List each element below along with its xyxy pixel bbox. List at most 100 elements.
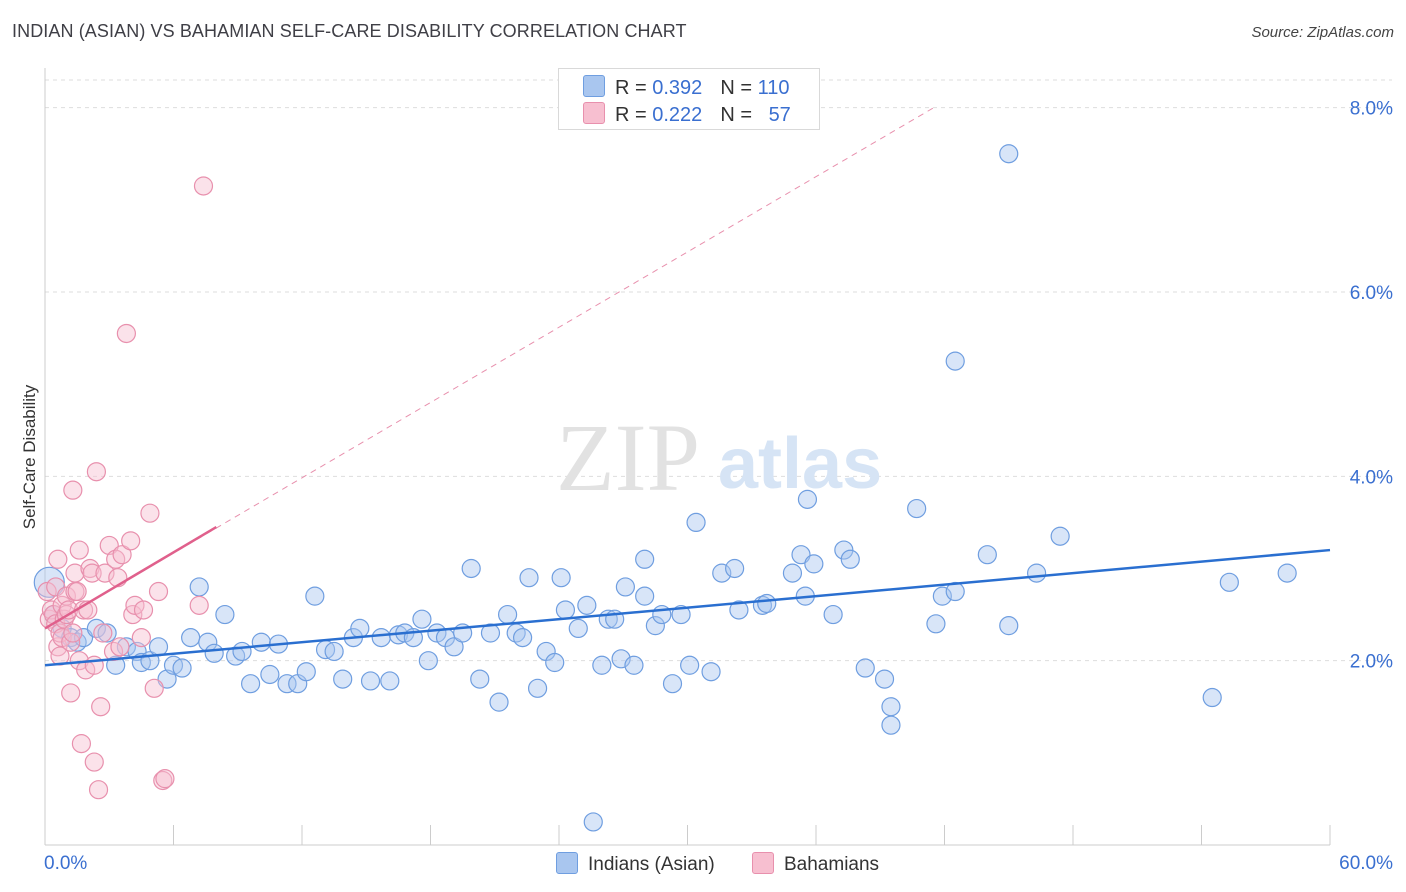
- indians-asian-point: [296, 662, 316, 682]
- indians-asian-point: [729, 600, 749, 620]
- bahamians-point: [144, 678, 164, 698]
- indians-asian-point: [1050, 526, 1070, 546]
- bottom-legend-label: Indians (Asian): [588, 854, 715, 875]
- legend-r-label: R =: [615, 104, 653, 126]
- indians-asian-point: [926, 614, 946, 634]
- indians-asian-point: [1026, 563, 1047, 583]
- indians-asian-point: [360, 671, 381, 691]
- indians-asian-point: [592, 655, 612, 675]
- bahamians-point: [193, 176, 214, 196]
- indians-asian-point: [97, 623, 117, 643]
- bahamians-point: [189, 595, 209, 615]
- indians-asian-point: [148, 637, 169, 657]
- indians-asian-point: [804, 554, 824, 574]
- bahamians-point: [71, 734, 92, 754]
- indians-asian-point: [527, 678, 548, 698]
- bahamians-point: [125, 595, 145, 615]
- bahamians-trend-line: [44, 525, 217, 630]
- indians-asian-point: [757, 593, 777, 614]
- chart-title: INDIAN (ASIAN) VS BAHAMIAN SELF-CARE DIS…: [12, 21, 687, 41]
- bahamians-point: [110, 637, 130, 657]
- indians-asian-point: [680, 655, 700, 675]
- legend-swatch-pink: [583, 102, 605, 124]
- indians-asian-point: [583, 812, 603, 832]
- bahamians-point: [133, 600, 154, 620]
- legend-n-label: N =: [720, 104, 758, 126]
- y-tick-label: 6.0%: [1350, 283, 1393, 304]
- indians-asian-point: [241, 674, 261, 694]
- indians-asian-point: [662, 674, 683, 694]
- watermark-zip: ZIP: [556, 404, 700, 511]
- bahamians-point: [121, 531, 141, 551]
- bahamians-point: [67, 581, 87, 602]
- indians-asian-point: [635, 586, 655, 606]
- legend-n-label: N =: [720, 77, 758, 99]
- indians-asian-point: [480, 623, 501, 643]
- indians-asian-point: [701, 662, 721, 682]
- bahamians-point: [91, 697, 111, 717]
- series-indians-asian-points: [33, 144, 1297, 832]
- indians-asian-point: [418, 651, 438, 671]
- bahamians-point: [131, 628, 151, 648]
- source-label: Source: ZipAtlas.com: [1251, 24, 1394, 41]
- bottom-legend-swatch-blue: [556, 852, 578, 874]
- correlation-legend: R = 0.392 N = 110 R = 0.222 N = 57: [558, 68, 820, 130]
- indians-asian-point: [350, 618, 370, 639]
- trend-lines: [44, 107, 1331, 667]
- x-tick-label: 60.0%: [1339, 853, 1393, 874]
- indians-asian-point: [181, 628, 201, 648]
- bottom-legend-indians: Indians (Asian): [556, 852, 715, 876]
- indians-asian-point: [645, 616, 665, 636]
- bahamians-point: [56, 586, 77, 606]
- series-bahamians-points: [37, 176, 214, 800]
- x-tick-label: 0.0%: [44, 853, 87, 874]
- bahamians-trend-extension: [44, 107, 935, 629]
- bahamians-point: [95, 563, 115, 583]
- bahamians-point: [116, 323, 136, 344]
- bahamians-point: [63, 480, 83, 500]
- watermark: ZIP atlas: [556, 404, 882, 511]
- watermark-atlas: atlas: [718, 424, 882, 504]
- indians-asian-point: [470, 669, 490, 689]
- y-tick-label: 2.0%: [1350, 652, 1393, 673]
- legend-n-value: 57: [768, 104, 791, 126]
- bahamians-point: [48, 549, 68, 569]
- bahamians-point: [84, 655, 104, 675]
- bahamians-point: [37, 581, 57, 602]
- indians-asian-point: [907, 498, 927, 519]
- indians-asian-point: [555, 600, 576, 620]
- indians-asian-point: [116, 637, 136, 657]
- indians-asian-point: [324, 641, 344, 662]
- bahamians-point: [61, 683, 81, 703]
- y-tick-label: 4.0%: [1350, 467, 1393, 488]
- legend-r-value: 0.392: [652, 77, 703, 99]
- indians-asian-point: [999, 144, 1019, 164]
- indians-asian-point: [551, 568, 571, 588]
- bahamians-point: [140, 503, 160, 523]
- legend-row-bahamians: R = 0.222 N = 57: [583, 102, 791, 127]
- indians-asian-point: [624, 655, 644, 675]
- indians-asian-point: [305, 586, 325, 606]
- indians-asian-point: [999, 616, 1019, 636]
- indians-asian-point: [489, 692, 509, 712]
- bottom-legend-label: Bahamians: [784, 854, 880, 875]
- indians-asian-point: [568, 618, 588, 639]
- indians-asian-point: [977, 545, 997, 565]
- bahamians-point: [84, 752, 104, 772]
- indians-asian-point: [932, 586, 952, 606]
- indians-asian-trend-line: [44, 548, 1331, 667]
- indians-asian-point: [1277, 563, 1297, 583]
- bahamians-point: [52, 628, 72, 648]
- bahamians-point: [112, 545, 132, 565]
- bahamians-point: [86, 462, 107, 482]
- indians-asian-point: [881, 697, 901, 717]
- indians-asian-point: [823, 604, 843, 625]
- indians-asian-point: [412, 609, 432, 629]
- x-tick-labels: 0.0% 60.0%: [44, 853, 1393, 874]
- indians-asian-point: [1219, 572, 1239, 592]
- indians-asian-point: [671, 604, 691, 625]
- indians-asian-point: [615, 577, 635, 597]
- bottom-legend-swatch-pink: [752, 852, 774, 874]
- indians-asian-point: [712, 563, 732, 583]
